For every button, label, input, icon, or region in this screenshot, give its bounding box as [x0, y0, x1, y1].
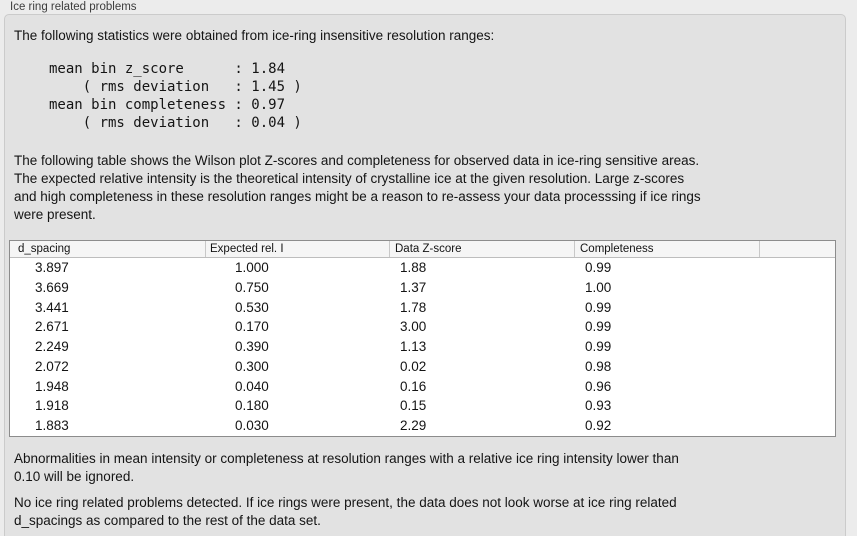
table-row[interactable]: 1.883 0.030 2.29 0.92 — [10, 416, 835, 436]
table-cell: 0.030 — [235, 418, 269, 433]
table-row[interactable]: 3.441 0.530 1.78 0.99 — [10, 298, 835, 318]
table-cell — [759, 396, 835, 416]
table-cell: 0.99 — [585, 299, 612, 315]
table-cell: 0.390 — [235, 339, 269, 354]
table-cell: 0.99 — [585, 260, 612, 275]
description-line: The expected relative intensity is the t… — [14, 171, 685, 186]
table-cell: 1.000 — [235, 260, 269, 275]
stat-line-completeness: mean bin completeness : 0.97 — [49, 97, 286, 113]
column-header-d-spacing[interactable]: d_spacing — [18, 243, 71, 255]
table-cell: 0.02 — [400, 358, 427, 374]
table-row[interactable]: 2.249 0.390 1.13 0.99 — [10, 337, 835, 357]
table-cell: 0.170 — [235, 319, 269, 335]
table-cell: 1.883 — [35, 418, 69, 433]
table-cell: 1.918 — [35, 398, 69, 414]
table-cell: 1.78 — [400, 299, 427, 315]
table-cell: 3.441 — [35, 299, 69, 315]
column-header-data-z-score[interactable]: Data Z-score — [389, 241, 574, 257]
table-row[interactable]: 1.948 0.040 0.16 0.96 — [10, 377, 835, 397]
table-cell: 0.16 — [400, 378, 427, 394]
note-line: 0.10 will be ignored. — [14, 468, 135, 484]
note-line: No ice ring related problems detected. I… — [14, 494, 677, 510]
ignore-rule-note: Abnormalities in mean intensity or compl… — [9, 450, 841, 486]
table-cell: 1.948 — [35, 378, 69, 394]
table-cell: 2.072 — [35, 358, 69, 374]
table-row[interactable]: 3.897 1.000 1.88 0.99 — [10, 258, 835, 278]
table-cell — [759, 278, 835, 298]
table-cell: 0.93 — [585, 398, 612, 414]
stats-block: mean bin z_score : 1.84 ( rms deviation … — [49, 60, 841, 132]
table-cell — [759, 337, 835, 357]
table-body: 3.897 1.000 1.88 0.99 3.669 0.750 1.37 1.00 3.44… — [10, 258, 835, 436]
stat-line-completeness-rms: ( rms deviation : 0.04 ) — [49, 115, 302, 131]
table-cell: 0.750 — [235, 279, 269, 295]
conclusion-note: No ice ring related problems detected. I… — [9, 494, 841, 530]
table-cell: 2.671 — [35, 319, 69, 335]
table-cell: 0.96 — [585, 378, 612, 394]
table-cell: 0.98 — [585, 358, 612, 374]
description-line: The following table shows the Wilson plo… — [14, 153, 700, 168]
table-cell: 0.15 — [400, 398, 427, 414]
table-cell: 1.13 — [400, 339, 427, 354]
table-cell: 1.37 — [400, 279, 427, 295]
table-cell — [759, 357, 835, 377]
table-cell: 0.040 — [235, 378, 269, 394]
table-cell: 0.99 — [585, 319, 612, 335]
column-header-completeness[interactable]: Completeness — [574, 241, 759, 257]
table-cell — [759, 377, 835, 397]
table-cell: 3.897 — [35, 260, 69, 275]
table-cell: 0.530 — [235, 299, 269, 315]
note-line: Abnormalities in mean intensity or compl… — [14, 450, 679, 466]
groupbox-title: Ice ring related problems — [10, 1, 137, 13]
table-cell — [759, 416, 835, 436]
table-row[interactable]: 2.072 0.300 0.02 0.98 — [10, 357, 835, 377]
table-cell: 0.180 — [235, 398, 269, 414]
table-cell: 3.00 — [400, 319, 427, 335]
ice-ring-panel: The following statistics were obtained f… — [4, 14, 846, 536]
stat-line-z-score-rms: ( rms deviation : 1.45 ) — [49, 79, 302, 95]
table-cell — [759, 258, 835, 278]
ice-ring-table: d_spacing Expected rel. I Data Z-score Comp… — [9, 240, 836, 437]
stat-line-z-score: mean bin z_score : 1.84 — [49, 61, 286, 77]
note-line: d_spacings as compared to the rest of th… — [14, 512, 321, 528]
table-description: The following table shows the Wilson plo… — [9, 152, 841, 224]
column-header-expected-rel-i[interactable]: Expected rel. I — [205, 241, 389, 257]
table-cell: 0.99 — [585, 339, 612, 354]
table-row[interactable]: 3.669 0.750 1.37 1.00 — [10, 278, 835, 298]
table-cell: 0.300 — [235, 358, 269, 374]
table-cell — [759, 298, 835, 318]
column-header-blank[interactable] — [759, 241, 835, 257]
table-cell: 2.29 — [400, 418, 427, 433]
table-cell: 2.249 — [35, 339, 69, 354]
table-header-row: d_spacing Expected rel. I Data Z-score Comp… — [10, 241, 835, 258]
table-cell: 1.88 — [400, 260, 427, 275]
table-cell: 1.00 — [585, 279, 612, 295]
intro-text: The following statistics were obtained f… — [14, 28, 495, 43]
table-cell — [759, 317, 835, 337]
table-row[interactable]: 1.918 0.180 0.15 0.93 — [10, 396, 835, 416]
table-cell: 0.92 — [585, 418, 612, 433]
table-row[interactable]: 2.671 0.170 3.00 0.99 — [10, 317, 835, 337]
description-line: and high completeness in these resolutio… — [14, 189, 701, 204]
table-cell: 3.669 — [35, 279, 69, 295]
description-line: were present. — [14, 207, 96, 222]
